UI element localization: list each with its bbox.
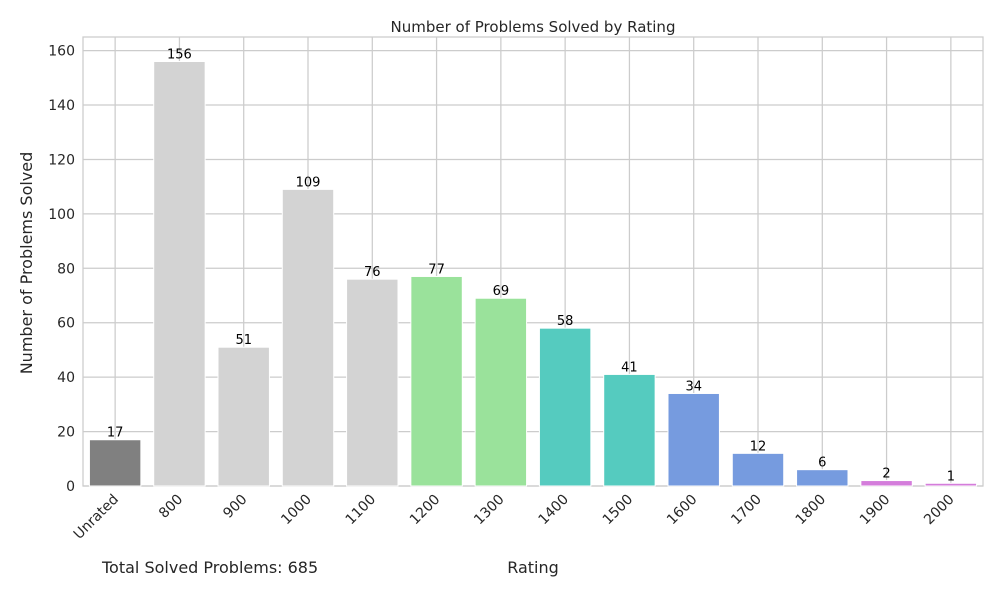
bar bbox=[924, 482, 978, 487]
bars bbox=[88, 60, 978, 487]
bar bbox=[153, 60, 206, 487]
chart-title: Number of Problems Solved by Rating bbox=[391, 18, 676, 36]
y-tick-label: 20 bbox=[57, 425, 75, 441]
x-tick-label: 1900 bbox=[857, 492, 894, 529]
bar-value-label: 12 bbox=[750, 439, 767, 454]
bar bbox=[474, 297, 528, 487]
x-tick-label: 800 bbox=[156, 492, 186, 522]
y-tick-label: 140 bbox=[48, 98, 75, 114]
y-tick-label: 160 bbox=[48, 44, 75, 60]
y-tick-label: 100 bbox=[48, 207, 75, 223]
x-tick-label: 1200 bbox=[407, 492, 444, 529]
y-tick-label: 40 bbox=[57, 370, 75, 386]
bar bbox=[346, 278, 399, 487]
y-tick-label: 60 bbox=[57, 316, 75, 332]
bar-value-label: 69 bbox=[493, 284, 510, 299]
y-tick-label: 120 bbox=[48, 152, 75, 168]
y-tick-label: 80 bbox=[57, 261, 75, 277]
x-tick-label: 1500 bbox=[600, 492, 637, 529]
x-tick-label: 1600 bbox=[664, 492, 701, 529]
x-tick-label: Unrated bbox=[71, 492, 122, 543]
bar bbox=[603, 373, 656, 487]
bar bbox=[796, 469, 849, 487]
x-axis-label: Rating bbox=[507, 558, 559, 577]
x-tick-label: 1300 bbox=[471, 492, 508, 529]
bar bbox=[731, 452, 785, 487]
bar bbox=[88, 439, 142, 487]
bar-value-label: 76 bbox=[364, 265, 381, 280]
x-tick-labels: Unrated 800 900 1000 1100 1200 1300 1400 1500 160… bbox=[71, 492, 958, 543]
bar-value-label: 58 bbox=[557, 314, 574, 329]
bar-value-label: 34 bbox=[685, 379, 702, 394]
bar-value-label: 17 bbox=[107, 426, 124, 441]
x-tick-label: 1800 bbox=[793, 492, 830, 529]
x-tick-label: 1700 bbox=[728, 492, 765, 529]
bar-value-label: 51 bbox=[235, 333, 252, 348]
bar-value-label: 41 bbox=[621, 360, 638, 375]
total-solved-text: Total Solved Problems: 685 bbox=[102, 558, 319, 577]
bar-value-label: 109 bbox=[296, 175, 321, 190]
bar-value-label: 6 bbox=[818, 456, 826, 471]
bar-value-label: 156 bbox=[167, 47, 192, 62]
bar-value-label: 2 bbox=[882, 467, 890, 482]
bar bbox=[538, 327, 592, 487]
bar-value-label: 77 bbox=[428, 262, 445, 277]
bar-value-labels: 17 156 51 109 76 77 69 58 41 34 12 6 2 1 bbox=[107, 47, 955, 484]
x-tick-label: 1100 bbox=[343, 492, 380, 529]
x-tick-label: 1400 bbox=[535, 492, 572, 529]
x-tick-label: 900 bbox=[220, 492, 250, 522]
bar bbox=[281, 188, 335, 487]
x-tick-label: 2000 bbox=[921, 492, 958, 529]
y-tick-labels: 0 20 40 60 80 100 120 140 160 bbox=[48, 44, 75, 495]
bar bbox=[860, 480, 913, 487]
bar bbox=[667, 392, 720, 487]
y-tick-label: 0 bbox=[66, 479, 75, 495]
bar-value-label: 1 bbox=[947, 469, 955, 484]
y-axis-label: Number of Problems Solved bbox=[17, 152, 36, 375]
bar bbox=[217, 346, 270, 487]
bar bbox=[410, 275, 463, 487]
x-tick-label: 1000 bbox=[278, 492, 315, 529]
